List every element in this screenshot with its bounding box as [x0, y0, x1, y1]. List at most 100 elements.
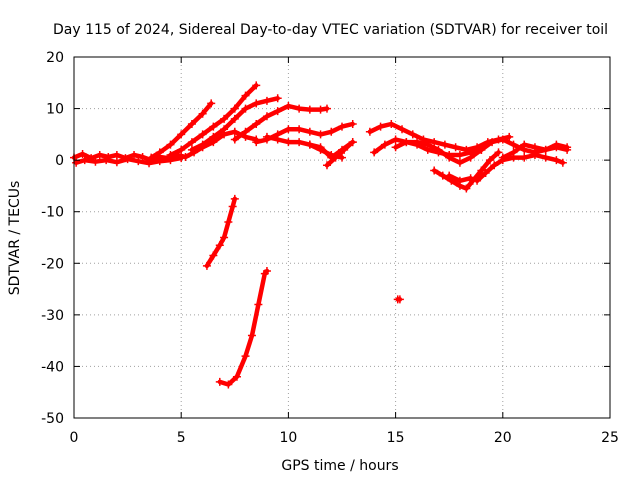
data-point — [262, 132, 271, 141]
data-point — [316, 130, 325, 139]
data-point — [138, 153, 147, 162]
data-point — [563, 145, 572, 154]
data-point — [477, 166, 486, 175]
series-arc-baseline — [70, 127, 261, 165]
data-point — [305, 105, 314, 114]
data-point — [490, 161, 499, 170]
data-point — [509, 140, 518, 149]
y-tick-label: -30 — [41, 308, 64, 324]
data-point — [402, 138, 411, 147]
y-tick-label: -10 — [41, 205, 64, 221]
y-tick-label: -50 — [41, 411, 64, 427]
data-point — [305, 140, 314, 149]
data-point — [262, 96, 271, 105]
data-point — [284, 125, 293, 134]
data-point — [262, 112, 271, 121]
data-point — [241, 352, 250, 361]
data-point — [95, 150, 104, 159]
data-point — [207, 99, 216, 108]
y-tick-label: -20 — [41, 256, 64, 272]
series-arc-rise-c — [187, 94, 282, 154]
data-point — [340, 145, 349, 154]
data-point — [473, 176, 482, 185]
data-point — [177, 154, 186, 163]
data-point — [466, 153, 475, 162]
plot-frame — [73, 56, 611, 419]
data-point — [284, 138, 293, 147]
data-point — [295, 125, 304, 134]
data-point — [466, 174, 475, 183]
data-point — [380, 140, 389, 149]
data-point — [273, 107, 282, 116]
data-point — [112, 150, 121, 159]
data-point — [338, 122, 346, 131]
data-point — [327, 127, 336, 136]
data-point — [262, 267, 271, 276]
data-point — [273, 94, 282, 103]
data-point — [166, 150, 175, 159]
data-point — [558, 158, 567, 167]
series-arc-late-2 — [498, 140, 572, 162]
data-point — [80, 156, 89, 165]
data-point — [147, 153, 156, 162]
data-point — [220, 114, 229, 123]
data-point — [254, 300, 263, 309]
series-line — [324, 139, 355, 168]
data-point — [445, 171, 454, 180]
data-point — [498, 135, 507, 144]
data-point — [370, 148, 379, 157]
data-point — [220, 125, 229, 134]
data-point — [215, 241, 224, 250]
data-point — [552, 156, 561, 165]
data-point — [445, 153, 454, 162]
data-point — [230, 104, 239, 113]
data-point — [398, 125, 407, 134]
series-arc-low-band — [72, 154, 186, 168]
data-point — [316, 105, 325, 114]
data-point — [177, 130, 186, 139]
series-arc-afternoon-5 — [445, 171, 475, 185]
data-point — [322, 104, 331, 113]
series-line — [367, 121, 512, 153]
data-point — [209, 122, 218, 131]
data-point — [134, 157, 143, 166]
x-axis-label: GPS time / hours — [281, 458, 398, 474]
data-point — [316, 143, 325, 152]
data-point — [123, 155, 132, 164]
series-line — [217, 268, 270, 387]
data-point — [166, 140, 175, 149]
data-point — [273, 135, 282, 144]
data-point — [91, 157, 100, 166]
data-point — [423, 140, 432, 149]
data-point — [530, 143, 539, 152]
data-point — [440, 140, 449, 149]
data-point — [155, 148, 164, 157]
y-tick-label: 20 — [46, 50, 64, 66]
data-point — [145, 159, 154, 168]
y-tick-label: 10 — [46, 102, 64, 118]
data-point — [177, 145, 186, 154]
data-point — [331, 153, 340, 162]
data-point — [112, 158, 121, 167]
data-point — [451, 143, 460, 152]
data-point — [295, 104, 304, 113]
series-arc-outlier-2 — [215, 267, 271, 389]
data-point — [202, 261, 211, 270]
grid — [74, 57, 610, 418]
data-point — [230, 194, 239, 203]
data-point — [241, 104, 250, 113]
data-point — [198, 140, 207, 149]
x-tick-label: 15 — [387, 430, 405, 446]
data-point — [387, 120, 396, 129]
series-line — [232, 103, 330, 142]
data-point — [215, 377, 224, 386]
data-point — [241, 127, 250, 136]
data-point — [230, 114, 239, 123]
data-point — [391, 143, 400, 152]
data-point — [552, 143, 561, 152]
data-point — [520, 153, 529, 162]
data-point — [509, 148, 518, 157]
data-point — [541, 145, 550, 154]
data-point — [520, 140, 529, 149]
x-tick-label: 0 — [70, 430, 79, 446]
